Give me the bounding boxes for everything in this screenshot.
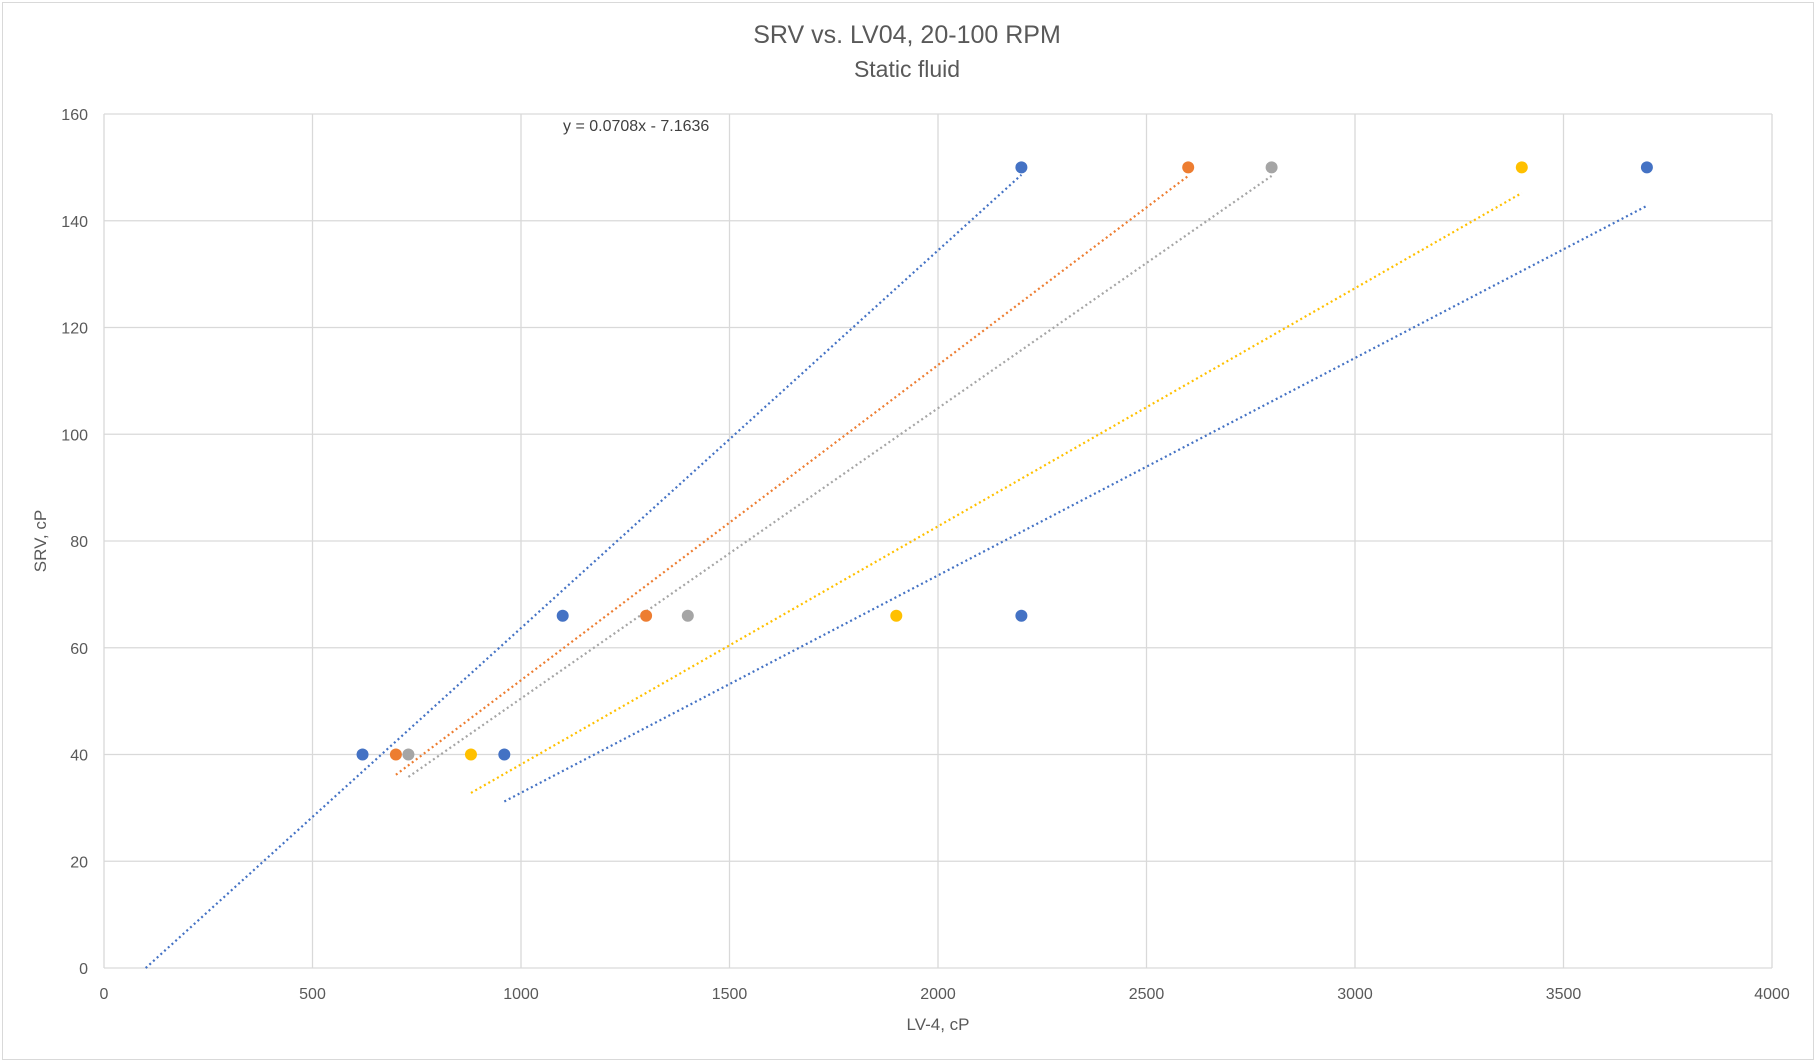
x-tick-label: 3500 [1546,986,1582,1003]
y-axis-label: SRV, cP [31,510,50,572]
y-tick-label: 160 [61,107,88,124]
x-tick-label: 2000 [920,986,956,1003]
data-point-series-3 [681,609,694,622]
y-tick-label: 40 [70,748,88,765]
data-point-series-3 [402,748,415,761]
x-tick-label: 500 [299,986,326,1003]
chart-subtitle: Static fluid [854,56,960,82]
data-point-series-3 [1265,161,1278,174]
y-tick-label: 0 [79,961,88,978]
data-point-series-1 [556,609,569,622]
y-tick-label: 20 [70,854,88,871]
y-tick-label: 80 [70,534,88,551]
data-point-series-4 [890,609,903,622]
trendline-equation: y = 0.0708x - 7.1636 [563,118,709,135]
trendline-5 [503,204,1648,803]
x-axis-label: LV-4, cP [907,1015,970,1034]
data-point-series-2 [389,748,402,761]
x-tick-label: 2500 [1129,986,1165,1003]
data-point-series-1 [356,748,369,761]
chart-title: SRV vs. LV04, 20-100 RPM [753,21,1061,49]
data-point-series-5 [498,748,511,761]
y-tick-label: 100 [61,427,88,444]
x-tick-label: 3000 [1337,986,1373,1003]
y-tick-labels: 0 20 40 60 80 100 120 140 160 [61,107,88,978]
trendlines [144,174,1648,969]
data-point-series-2 [640,609,653,622]
x-tick-label: 4000 [1754,986,1790,1003]
data-point-series-1 [1015,161,1028,174]
x-tick-label: 0 [100,986,109,1003]
trendline-2 [395,175,1189,776]
y-tick-label: 140 [61,214,88,231]
data-point-series-2 [1182,161,1195,174]
data-point-series-4 [464,748,477,761]
x-tick-label: 1000 [503,986,539,1003]
trendline-1 [144,174,1023,969]
trendline-4 [470,192,1523,794]
data-point-series-5 [1015,609,1028,622]
data-points [356,161,1653,761]
gridlines [103,113,1773,969]
x-tick-labels: 0 500 1000 1500 2000 2500 3000 3500 4000 [100,986,1790,1003]
data-point-series-5 [1640,161,1653,174]
y-tick-label: 60 [70,641,88,658]
trendline-3 [407,175,1273,778]
x-tick-label: 1500 [712,986,748,1003]
data-point-series-4 [1515,161,1528,174]
y-tick-label: 120 [61,321,88,338]
